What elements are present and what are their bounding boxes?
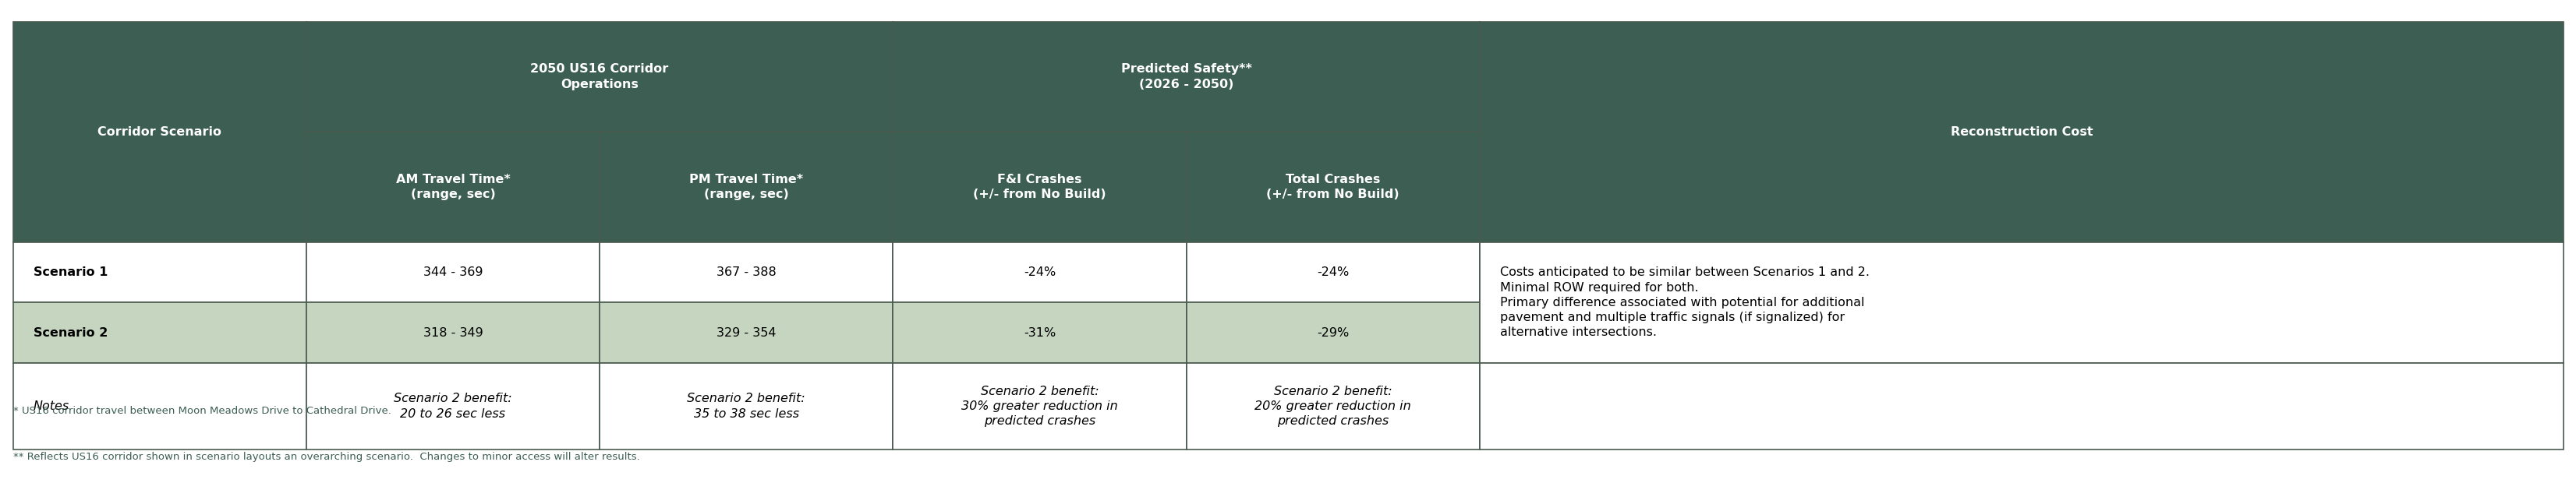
Bar	[600, 132, 894, 242]
Text: AM Travel Time*
(range, sec): AM Travel Time* (range, sec)	[397, 173, 510, 200]
Bar	[894, 22, 1479, 132]
Bar	[1185, 363, 1479, 449]
Bar	[307, 132, 600, 242]
Text: Scenario 2: Scenario 2	[33, 327, 108, 339]
Text: -29%: -29%	[1316, 327, 1350, 339]
Bar	[13, 363, 307, 449]
Bar	[600, 363, 894, 449]
Text: Scenario 1: Scenario 1	[33, 267, 108, 278]
Text: PM Travel Time*
(range, sec): PM Travel Time* (range, sec)	[690, 173, 804, 200]
Bar	[1185, 242, 1479, 302]
Bar	[894, 242, 1185, 302]
Text: Costs anticipated to be similar between Scenarios 1 and 2.
Minimal ROW required : Costs anticipated to be similar between …	[1499, 267, 1870, 338]
Bar	[894, 363, 1185, 449]
Bar	[1479, 22, 2563, 242]
Bar	[13, 22, 307, 242]
Text: Scenario 2 benefit:
30% greater reduction in
predicted crashes: Scenario 2 benefit: 30% greater reductio…	[961, 385, 1118, 427]
Text: Notes: Notes	[33, 400, 70, 412]
Text: -24%: -24%	[1023, 267, 1056, 278]
Text: Scenario 2 benefit:
20% greater reduction in
predicted crashes: Scenario 2 benefit: 20% greater reductio…	[1255, 385, 1412, 427]
Text: Scenario 2 benefit:
20 to 26 sec less: Scenario 2 benefit: 20 to 26 sec less	[394, 393, 513, 420]
Text: F&I Crashes
(+/- from No Build): F&I Crashes (+/- from No Build)	[974, 173, 1105, 200]
Bar	[894, 132, 1185, 242]
Text: 2050 US16 Corridor
Operations: 2050 US16 Corridor Operations	[531, 63, 670, 90]
Bar	[307, 22, 894, 132]
Text: Scenario 2 benefit:
35 to 38 sec less: Scenario 2 benefit: 35 to 38 sec less	[688, 393, 806, 420]
Bar	[600, 302, 894, 363]
Bar	[307, 302, 600, 363]
Bar	[1479, 242, 2563, 363]
Text: 344 - 369: 344 - 369	[422, 267, 482, 278]
Bar	[1185, 132, 1479, 242]
Bar	[13, 302, 307, 363]
Text: 329 - 354: 329 - 354	[716, 327, 775, 339]
Text: Reconstruction Cost: Reconstruction Cost	[1950, 126, 2092, 138]
Text: Corridor Scenario: Corridor Scenario	[98, 126, 222, 138]
Text: -31%: -31%	[1023, 327, 1056, 339]
Text: 367 - 388: 367 - 388	[716, 267, 775, 278]
Text: -24%: -24%	[1316, 267, 1350, 278]
Text: * US16 corridor travel between Moon Meadows Drive to Cathedral Drive.: * US16 corridor travel between Moon Mead…	[13, 406, 392, 416]
Bar	[1479, 363, 2563, 449]
Bar	[1185, 302, 1479, 363]
Text: 318 - 349: 318 - 349	[422, 327, 482, 339]
Text: Total Crashes
(+/- from No Build): Total Crashes (+/- from No Build)	[1267, 173, 1399, 200]
Text: Predicted Safety**
(2026 - 2050): Predicted Safety** (2026 - 2050)	[1121, 63, 1252, 90]
Bar	[600, 242, 894, 302]
Bar	[307, 242, 600, 302]
Bar	[894, 302, 1185, 363]
Bar	[307, 363, 600, 449]
Text: ** Reflects US16 corridor shown in scenario layouts an overarching scenario.  Ch: ** Reflects US16 corridor shown in scena…	[13, 452, 639, 462]
Bar	[13, 242, 307, 302]
